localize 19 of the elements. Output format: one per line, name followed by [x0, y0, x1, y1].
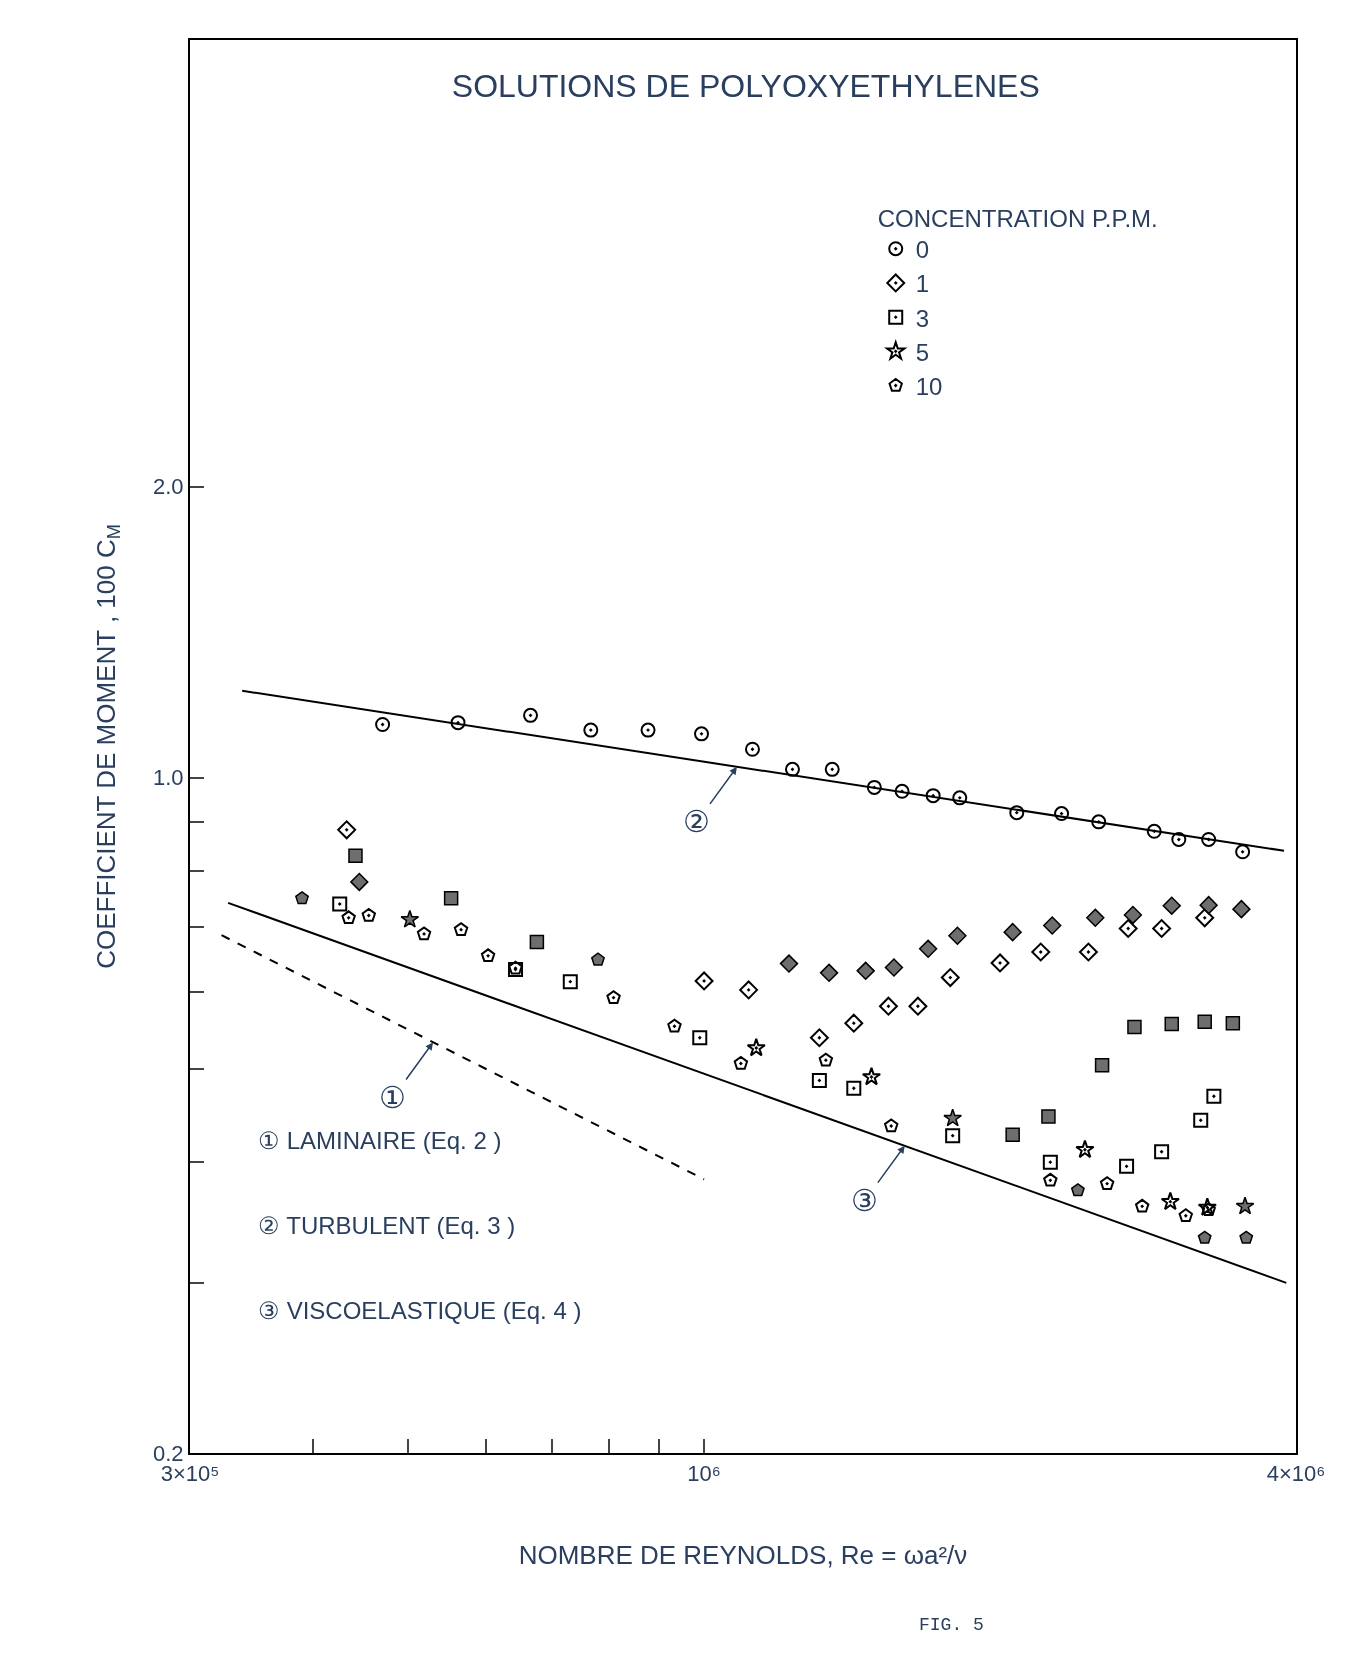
annotation: ③ — [851, 1184, 878, 1217]
x-tick-label: 10⁶ — [687, 1461, 721, 1487]
legend-label: 1 — [915, 270, 930, 298]
x-axis-title: NOMBRE DE REYNOLDS, Re = ωa²/ν — [518, 1539, 968, 1570]
annotation: ① — [379, 1081, 406, 1114]
annotation: ② — [683, 805, 710, 838]
caption: FIG. 5 — [919, 1615, 984, 1635]
annotation: ③ VISCOELASTIQUE (Eq. 4 ) — [258, 1297, 582, 1324]
legend-label: 3 — [915, 304, 930, 332]
legend-title: CONCENTRATION P.P.M. — [877, 204, 1158, 232]
text: SOLUTIONS DE POLYOXYETHYLENES — [451, 67, 1040, 104]
x-tick-label: 4×10⁶ — [1266, 1461, 1326, 1487]
legend-label: 10 — [915, 372, 943, 400]
legend-label: 0 — [915, 236, 930, 264]
annotation: ① LAMINAIRE (Eq. 2 ) — [258, 1127, 502, 1154]
y-tick-label: 1.0 — [153, 765, 184, 791]
y-tick-label: 2.0 — [153, 474, 184, 500]
legend-label: 5 — [915, 338, 930, 366]
annotation: ② TURBULENT (Eq. 3 ) — [258, 1212, 516, 1239]
